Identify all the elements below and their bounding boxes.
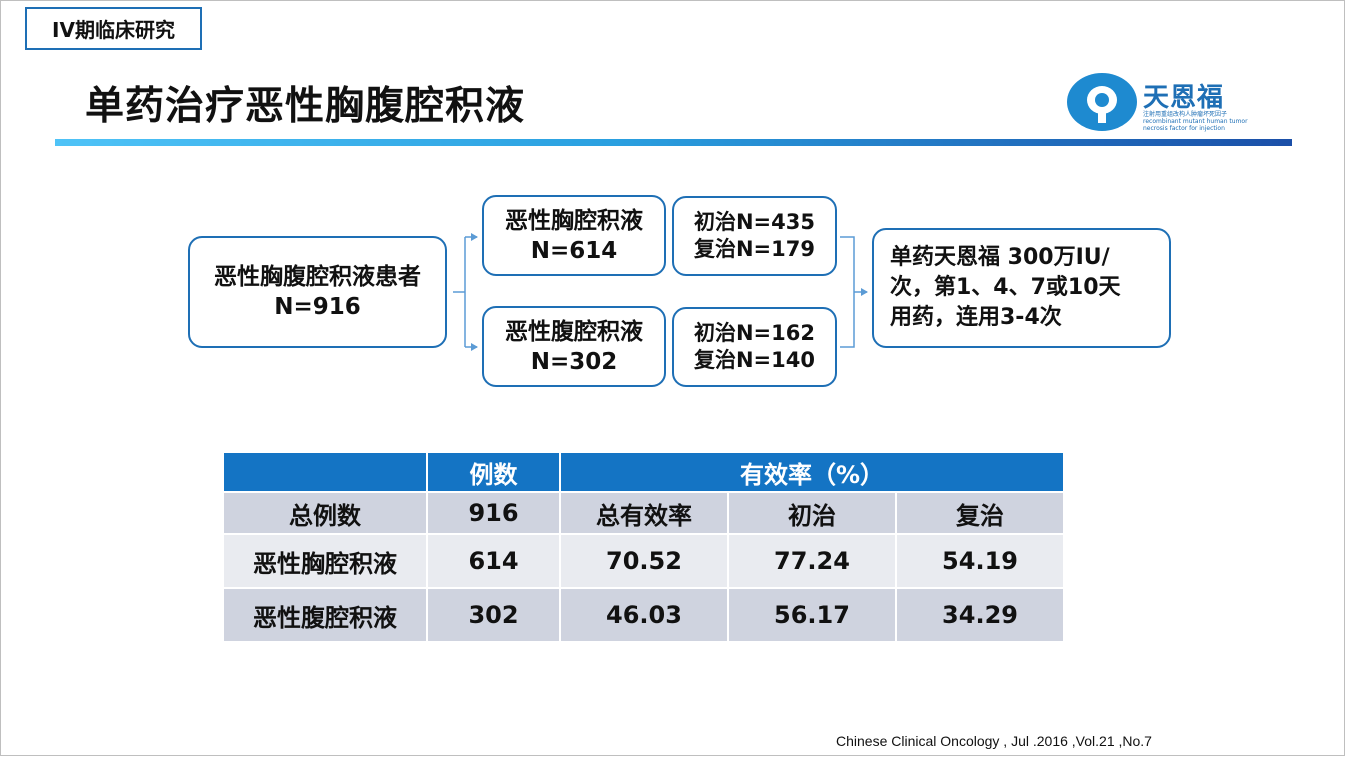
row-label: 恶性腹腔积液 [222, 587, 428, 643]
flow-box-ascites-retreated: 复治N=140 [693, 348, 815, 372]
flow-box-pleural-label: 恶性胸腔积液 [505, 207, 643, 234]
flow-box-regimen: 单药天恩福 300万IU/ 次，第1、4、7或10天 用药，连用3-4次 [872, 228, 1171, 348]
page-title: 单药治疗恶性胸腹腔积液 [85, 84, 526, 129]
table-row: 恶性腹腔积液 302 46.03 56.17 34.29 [222, 587, 1066, 643]
flow-box-total-count: N=916 [274, 294, 361, 320]
flow-box-pleural-count: N=614 [530, 237, 618, 264]
title-divider [55, 139, 1292, 146]
subheader-label: 总例数 [222, 491, 428, 535]
logo-subtitle: 注射用重组改构人肿瘤坏死因子 recombinant mutant human … [1143, 111, 1248, 132]
logo-name: 天恩福 [1143, 83, 1225, 113]
row-overall: 70.52 [559, 533, 729, 589]
flow-box-ascites-count: N=302 [530, 348, 618, 375]
table-subheader-row: 总例数 916 总有效率 初治 复治 [222, 491, 1066, 535]
flow-box-ascites-initial: 初治N=162 [693, 321, 815, 345]
table-row: 恶性胸腔积液 614 70.52 77.24 54.19 [222, 533, 1066, 589]
header-cases: 例数 [426, 451, 561, 493]
row-label: 恶性胸腔积液 [222, 533, 428, 589]
subheader-initial: 初治 [727, 491, 897, 535]
flow-box-total-patients: 恶性胸腹腔积液患者 N=916 [188, 236, 447, 348]
flow-box-pleural-initial: 初治N=435 [693, 210, 815, 234]
subheader-retreated: 复治 [894, 491, 1066, 535]
header-blank [222, 451, 428, 493]
flow-box-pleural-retreated: 复治N=179 [693, 237, 815, 261]
flow-box-ascites: 恶性腹腔积液 N=302 [482, 306, 666, 387]
flow-box-ascites-label: 恶性腹腔积液 [505, 318, 643, 345]
row-cases: 302 [426, 587, 561, 643]
regimen-line-1: 单药天恩福 300万IU/ [890, 245, 1110, 270]
brand-logo: 天恩福 注射用重组改构人肿瘤坏死因子 recombinant mutant hu… [1067, 73, 1263, 133]
results-table: 例数 有效率（%） 总例数 916 总有效率 初治 复治 恶性胸腔积液 614 … [222, 451, 1066, 643]
subheader-overall: 总有效率 [559, 491, 729, 535]
subheader-cases: 916 [426, 491, 561, 535]
table-header-row: 例数 有效率（%） [222, 451, 1066, 493]
header-efficacy: 有效率（%） [558, 451, 1066, 493]
regimen-line-3: 用药，连用3-4次 [890, 305, 1062, 330]
row-retreated: 54.19 [894, 533, 1066, 589]
regimen-line-2: 次，第1、4、7或10天 [890, 275, 1121, 300]
flow-box-total-label: 恶性胸腹腔积液患者 [214, 264, 421, 290]
logo-emblem-icon [1067, 73, 1137, 131]
phase-tag: IV期临床研究 [25, 7, 202, 50]
row-initial: 77.24 [727, 533, 897, 589]
citation: Chinese Clinical Oncology , Jul .2016 ,V… [836, 733, 1152, 749]
row-initial: 56.17 [727, 587, 897, 643]
flow-box-pleural-split: 初治N=435 复治N=179 [672, 196, 837, 276]
row-retreated: 34.29 [894, 587, 1066, 643]
row-cases: 614 [426, 533, 561, 589]
flow-box-pleural: 恶性胸腔积液 N=614 [482, 195, 666, 276]
row-overall: 46.03 [559, 587, 729, 643]
flow-box-ascites-split: 初治N=162 复治N=140 [672, 307, 837, 387]
